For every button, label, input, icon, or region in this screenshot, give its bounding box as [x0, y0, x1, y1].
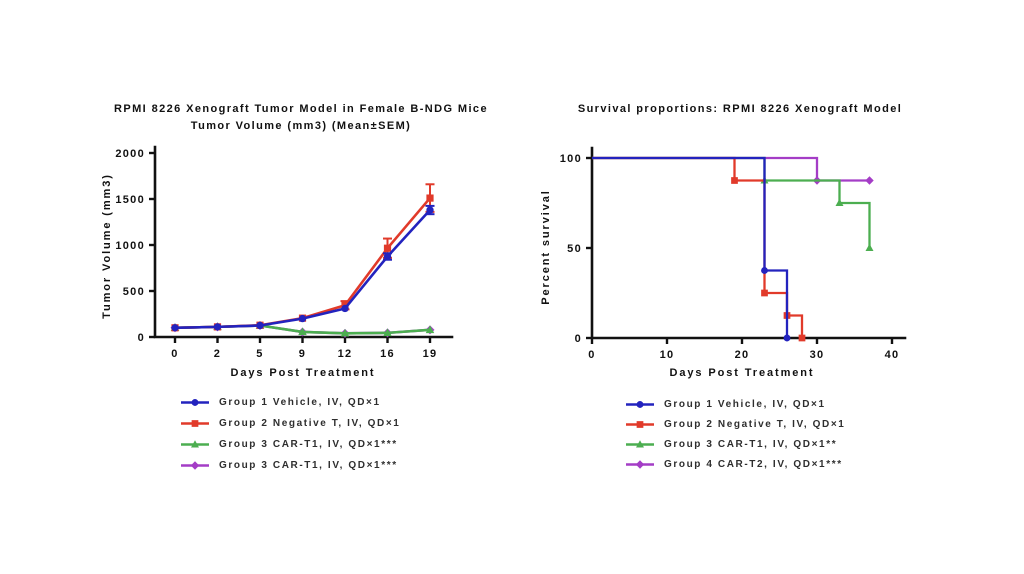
- survival-step-line: [592, 156, 789, 338]
- circle-marker: [171, 324, 179, 332]
- circle-marker: [341, 304, 349, 313]
- x-tick-label: 9: [299, 348, 306, 360]
- legend-item-1: Group 1 Vehicle, IV, QD×1: [180, 392, 400, 413]
- circle-marker: [383, 252, 392, 261]
- circle-legend-marker-icon: [626, 400, 654, 408]
- survival-step-line: [592, 156, 871, 248]
- diamond-marker: [190, 461, 200, 470]
- series-line: [174, 197, 431, 330]
- circle-legend-marker-icon: [181, 399, 209, 406]
- series-line: [174, 209, 431, 330]
- square-marker: [383, 244, 392, 252]
- tumor-chart-title: RPMI 8226 Xenograft Tumor Model in Femal…: [114, 103, 488, 115]
- diamond-legend-marker-icon: [626, 459, 654, 469]
- diamond-legend-marker-icon: [181, 461, 209, 470]
- legend-label: Group 3 CAR-T1, IV, QD×1**: [664, 438, 838, 450]
- diamond-marker: [635, 459, 645, 469]
- square-legend-marker-icon: [181, 420, 209, 427]
- legend-label: Group 3 CAR-T1, IV, QD×1***: [219, 439, 398, 450]
- square-marker: [426, 194, 434, 202]
- triangle-marker: [425, 325, 435, 334]
- circle-marker: [426, 206, 434, 214]
- survival-step-line: [592, 156, 870, 182]
- y-tick-label: 0: [138, 332, 145, 344]
- series-0: [171, 204, 435, 332]
- square-marker: [761, 289, 768, 297]
- x-tick-label: 10: [660, 349, 675, 361]
- circle-marker: [191, 399, 199, 406]
- circle-marker: [761, 267, 768, 274]
- series-1: [171, 183, 435, 332]
- series-1: [592, 156, 806, 342]
- y-tick-label: 2000: [115, 148, 145, 160]
- x-tick-label: 0: [171, 348, 178, 360]
- legend-item-4: Group 4 CAR-T2, IV, QD×1***: [625, 454, 845, 474]
- x-tick-label: 40: [885, 349, 900, 361]
- x-tick-label: 16: [380, 348, 395, 360]
- triangle-marker: [835, 198, 844, 207]
- survival-step-line: [592, 156, 804, 338]
- circle-marker: [636, 400, 644, 408]
- triangle-marker: [865, 243, 874, 252]
- survival-plot: 0 50 100 0 10 20 30 40: [560, 146, 907, 361]
- tumor-chart-subtitle: Tumor Volume (mm3) (Mean±SEM): [190, 120, 412, 132]
- survival-x-axis-label: Days Post Treatment: [669, 367, 815, 379]
- y-tick-label: 1500: [115, 194, 145, 206]
- legend-label: Group 2 Negative T, IV, QD×1: [664, 418, 846, 430]
- series-0: [592, 156, 791, 342]
- triangle-marker: [383, 328, 392, 337]
- y-tick-label: 50: [567, 243, 582, 255]
- triangle-marker: [298, 327, 307, 336]
- legend-label: Group 1 Vehicle, IV, QD×1: [664, 398, 826, 410]
- triangle-marker: [636, 439, 644, 448]
- x-tick-label: 5: [256, 348, 263, 360]
- axis-frame: [153, 145, 454, 339]
- triangle-legend-marker-icon: [626, 439, 654, 448]
- triangle-marker: [340, 328, 350, 337]
- legend-item-3: Group 3 CAR-T1, IV, QD×1**: [625, 434, 845, 454]
- square-marker: [636, 420, 644, 428]
- square-legend-marker-icon: [626, 420, 654, 428]
- legend-item-2: Group 2 Negative T, IV, QD×1: [180, 413, 400, 434]
- axis-frame: [590, 146, 907, 340]
- x-tick-label: 30: [810, 349, 825, 361]
- diamond-marker: [865, 176, 874, 185]
- survival-legend: Group 1 Vehicle, IV, QD×1 Group 2 Negativ…: [625, 394, 845, 474]
- tumor-legend: Group 1 Vehicle, IV, QD×1 Group 2 Negativ…: [180, 392, 400, 476]
- square-marker: [798, 334, 806, 342]
- circle-marker: [783, 334, 791, 342]
- legend-label: Group 1 Vehicle, IV, QD×1: [219, 397, 381, 408]
- legend-item-4: Group 3 CAR-T1, IV, QD×1***: [180, 455, 400, 476]
- series-2: [170, 321, 435, 337]
- series-2: [592, 156, 874, 252]
- y-tick-label: 0: [575, 333, 582, 345]
- y-tick-label: 500: [123, 286, 145, 298]
- x-tick-label: 12: [338, 348, 353, 360]
- circle-marker: [213, 323, 222, 331]
- square-marker: [191, 420, 199, 427]
- x-tick-label: 19: [423, 348, 438, 360]
- legend-label: Group 2 Negative T, IV, QD×1: [219, 418, 401, 429]
- x-tick-label: 2: [214, 348, 221, 360]
- tumor-volume-plot: 0 500 1000 1500 2000 0 2 5 9 12 16 19: [115, 145, 454, 360]
- triangle-marker: [191, 440, 199, 448]
- legend-item-1: Group 1 Vehicle, IV, QD×1: [625, 394, 845, 414]
- triangle-legend-marker-icon: [181, 440, 209, 448]
- legend-label: Group 3 CAR-T1, IV, QD×1***: [219, 460, 398, 471]
- y-tick-label: 100: [560, 153, 582, 165]
- tumor-x-axis-label: Days Post Treatment: [230, 367, 376, 379]
- circle-marker: [298, 314, 307, 323]
- circle-marker: [256, 321, 264, 330]
- legend-item-3: Group 3 CAR-T1, IV, QD×1***: [180, 434, 400, 455]
- square-marker: [731, 177, 738, 184]
- x-tick-label: 20: [735, 349, 750, 361]
- legend-label: Group 4 CAR-T2, IV, QD×1***: [664, 458, 843, 470]
- x-tick-label: 0: [588, 349, 595, 361]
- survival-chart-title: Survival proportions: RPMI 8226 Xenograf…: [577, 103, 903, 115]
- legend-item-2: Group 2 Negative T, IV, QD×1: [625, 414, 845, 434]
- y-tick-label: 1000: [115, 240, 145, 252]
